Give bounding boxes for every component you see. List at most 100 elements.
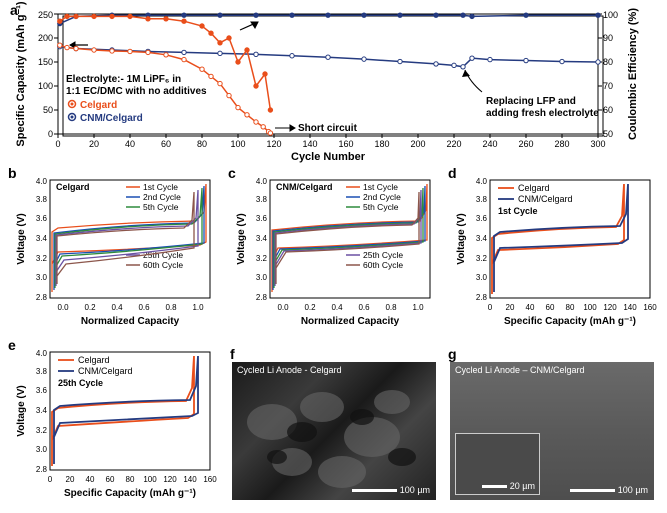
svg-text:4.0: 4.0	[36, 177, 48, 186]
svg-text:3.4: 3.4	[36, 234, 48, 243]
svg-text:1st Cycle: 1st Cycle	[363, 182, 398, 192]
svg-text:80: 80	[566, 303, 575, 312]
panel-a-ylabel-left: Specific Capacity (mAh g⁻¹)	[15, 1, 27, 147]
annotation-replace-1: Replacing LFP and	[486, 96, 576, 107]
svg-text:4.0: 4.0	[256, 177, 268, 186]
svg-text:60: 60	[106, 475, 115, 484]
svg-text:250: 250	[38, 10, 53, 20]
svg-text:200: 200	[410, 139, 425, 149]
svg-text:0: 0	[48, 129, 53, 139]
svg-text:40: 40	[125, 139, 135, 149]
annotation-replace-2: adding fresh electrolyte	[486, 108, 599, 119]
svg-text:120: 120	[266, 139, 281, 149]
svg-text:80: 80	[197, 139, 207, 149]
svg-text:3.2: 3.2	[476, 254, 488, 263]
svg-text:60: 60	[603, 105, 613, 115]
svg-text:CNM/Celgard: CNM/Celgard	[78, 366, 133, 376]
svg-text:80: 80	[603, 57, 613, 67]
panel-a-xlabel: Cycle Number	[291, 151, 366, 163]
svg-text:1.0: 1.0	[412, 303, 424, 312]
svg-text:Celgard: Celgard	[78, 355, 110, 365]
panel-e-plot: e Celgard CNM/Celgard 25th Cycle 02040 6…	[8, 337, 217, 499]
svg-text:40: 40	[526, 303, 535, 312]
svg-text:3.2: 3.2	[36, 254, 48, 263]
svg-text:3.4: 3.4	[476, 234, 488, 243]
svg-text:280: 280	[554, 139, 569, 149]
svg-text:20: 20	[66, 475, 75, 484]
panel-g-inset: 20 µm	[455, 433, 540, 495]
panel-g-title: Cycled Li Anode – CNM/Celgard	[455, 365, 585, 375]
svg-text:0.6: 0.6	[358, 303, 370, 312]
svg-text:240: 240	[482, 139, 497, 149]
panel-g-sem: Cycled Li Anode – CNM/Celgard 20 µm 100 …	[450, 362, 654, 500]
svg-text:2.8: 2.8	[476, 293, 488, 302]
svg-text:Celgard: Celgard	[518, 183, 550, 193]
svg-text:Normalized Capacity: Normalized Capacity	[81, 316, 180, 327]
svg-text:160: 160	[643, 303, 657, 312]
svg-text:60: 60	[546, 303, 555, 312]
svg-text:Voltage (V): Voltage (V)	[456, 213, 467, 264]
svg-text:40: 40	[86, 475, 95, 484]
panel-g-label: g	[448, 346, 457, 362]
svg-text:1st Cycle: 1st Cycle	[143, 182, 178, 192]
svg-text:120: 120	[163, 475, 177, 484]
svg-text:4.0: 4.0	[476, 177, 488, 186]
svg-text:0: 0	[488, 303, 493, 312]
svg-text:50: 50	[603, 129, 613, 139]
panel-g-scale: 100 µm	[570, 485, 648, 495]
svg-text:140: 140	[623, 303, 637, 312]
svg-text:3.6: 3.6	[476, 214, 488, 223]
svg-text:60th Cycle: 60th Cycle	[143, 260, 183, 270]
svg-text:b: b	[8, 165, 17, 181]
svg-text:3.2: 3.2	[36, 426, 48, 435]
svg-text:25th Cycle: 25th Cycle	[363, 250, 403, 260]
svg-text:3.0: 3.0	[36, 445, 48, 454]
svg-text:c: c	[228, 165, 236, 181]
svg-text:2.8: 2.8	[36, 465, 48, 474]
svg-text:50: 50	[43, 105, 53, 115]
svg-text:20: 20	[506, 303, 515, 312]
panel-c-plot: c CNM/Celgard 1st Cycle 2nd Cycle 5th Cy…	[228, 165, 430, 327]
legend-celgard: Celgard	[80, 100, 117, 111]
panel-f-label: f	[230, 346, 235, 362]
svg-text:25th Cycle: 25th Cycle	[58, 378, 103, 388]
svg-text:80: 80	[126, 475, 135, 484]
electrolyte-text1: Electrolyte:- 1M LiPF₆ in	[66, 74, 181, 85]
svg-text:60th Cycle: 60th Cycle	[363, 260, 403, 270]
panel-f-sem: Cycled Li Anode - Celgard 100 µm	[232, 362, 436, 500]
svg-text:4.0: 4.0	[36, 349, 48, 358]
svg-text:220: 220	[446, 139, 461, 149]
svg-text:3.4: 3.4	[36, 406, 48, 415]
svg-text:0.2: 0.2	[304, 303, 316, 312]
svg-text:0.2: 0.2	[84, 303, 96, 312]
svg-text:0: 0	[55, 139, 60, 149]
svg-text:Celgard: Celgard	[56, 182, 90, 192]
svg-text:0.4: 0.4	[331, 303, 343, 312]
svg-text:140: 140	[183, 475, 197, 484]
svg-text:100: 100	[583, 303, 597, 312]
svg-text:70: 70	[603, 81, 613, 91]
svg-text:Voltage (V): Voltage (V)	[16, 213, 27, 264]
svg-text:20: 20	[89, 139, 99, 149]
panel-b-plot: b Celgard 1st Cycle 2nd Cycle 5th Cycle …	[8, 165, 210, 327]
svg-text:3.6: 3.6	[36, 214, 48, 223]
svg-text:2nd Cycle: 2nd Cycle	[143, 192, 181, 202]
svg-text:0.8: 0.8	[165, 303, 177, 312]
svg-text:200: 200	[38, 33, 53, 43]
svg-text:CNM/Celgard: CNM/Celgard	[518, 194, 573, 204]
svg-text:d: d	[448, 165, 457, 181]
panel-a-plot: 02040 6080100 120140160 180200220 240260…	[15, 1, 639, 163]
svg-text:140: 140	[302, 139, 317, 149]
svg-text:3.6: 3.6	[36, 386, 48, 395]
svg-text:0.4: 0.4	[111, 303, 123, 312]
electrolyte-text2: 1:1 EC/DMC with no additives	[66, 86, 207, 97]
svg-text:90: 90	[603, 33, 613, 43]
svg-text:2.8: 2.8	[36, 293, 48, 302]
svg-text:100: 100	[38, 81, 53, 91]
svg-text:3.0: 3.0	[476, 273, 488, 282]
svg-text:3.8: 3.8	[476, 195, 488, 204]
svg-text:1.0: 1.0	[192, 303, 204, 312]
svg-text:2nd Cycle: 2nd Cycle	[363, 192, 401, 202]
legend-cnm: CNM/Celgard	[80, 113, 143, 124]
svg-text:3.2: 3.2	[256, 254, 268, 263]
